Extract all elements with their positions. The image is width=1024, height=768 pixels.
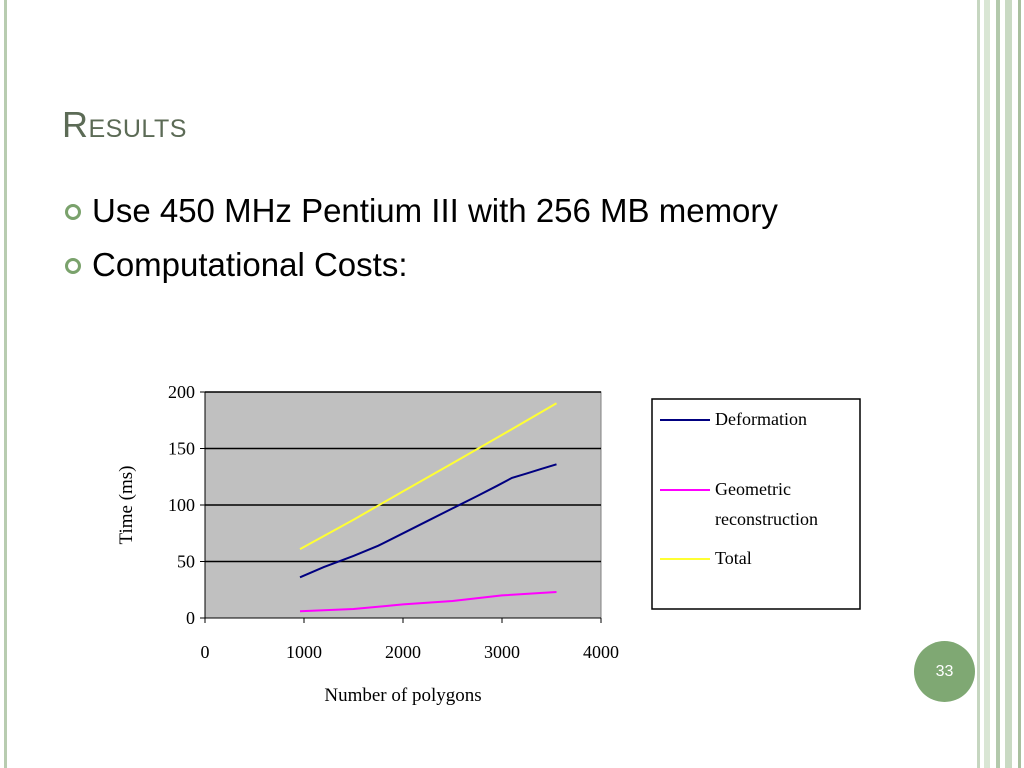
legend-label-deformation: Deformation [715, 409, 807, 429]
slide-title: Results [62, 104, 187, 145]
left-accent-rule [4, 0, 7, 768]
series-line-total [299, 402, 558, 550]
right-decorative-border [974, 0, 1024, 768]
slide-number: 33 [935, 662, 954, 680]
series-line-geometric-reconstruction [299, 591, 557, 613]
legend-label-geometric: Geometric reconstruction [715, 479, 818, 529]
y-tick-label: 100 [168, 495, 195, 515]
x-tick-label: 0 [201, 642, 210, 662]
chart-legend: Deformation Geometric reconstruction Tot… [651, 398, 861, 610]
x-tick-label: 1000 [286, 642, 322, 662]
gridlines [205, 391, 601, 563]
x-tick-labels: 0 1000 2000 3000 4000 [201, 618, 619, 662]
x-tick-label: 3000 [484, 642, 520, 662]
x-tick-label: 4000 [583, 642, 619, 662]
x-tick-label: 2000 [385, 642, 421, 662]
series-lines [299, 402, 558, 613]
bullet-list: Use 450 MHz Pentium III with 256 MB memo… [62, 190, 822, 298]
bullet-text: Computational Costs: [92, 246, 408, 283]
series-line-deformation [299, 463, 557, 579]
bullet-circle-icon [65, 258, 81, 274]
x-axis-label: Number of polygons [324, 685, 481, 706]
y-tick-label: 0 [186, 608, 195, 628]
y-tick-label: 150 [168, 439, 195, 459]
y-tick-label: 50 [177, 552, 195, 572]
bullet-item: Use 450 MHz Pentium III with 256 MB memo… [62, 190, 822, 232]
y-tick-labels: 0 50 100 150 200 [168, 382, 205, 628]
legend-box [651, 398, 861, 610]
bullet-item: Computational Costs: [62, 244, 822, 286]
bullet-circle-icon [65, 204, 81, 220]
y-axis-label: Time (ms) [116, 465, 137, 544]
bullet-text: Use 450 MHz Pentium III with 256 MB memo… [92, 192, 778, 229]
legend-label-total: Total [715, 548, 752, 568]
y-tick-label: 200 [168, 382, 195, 402]
slide-number-badge: 33 [914, 641, 975, 702]
